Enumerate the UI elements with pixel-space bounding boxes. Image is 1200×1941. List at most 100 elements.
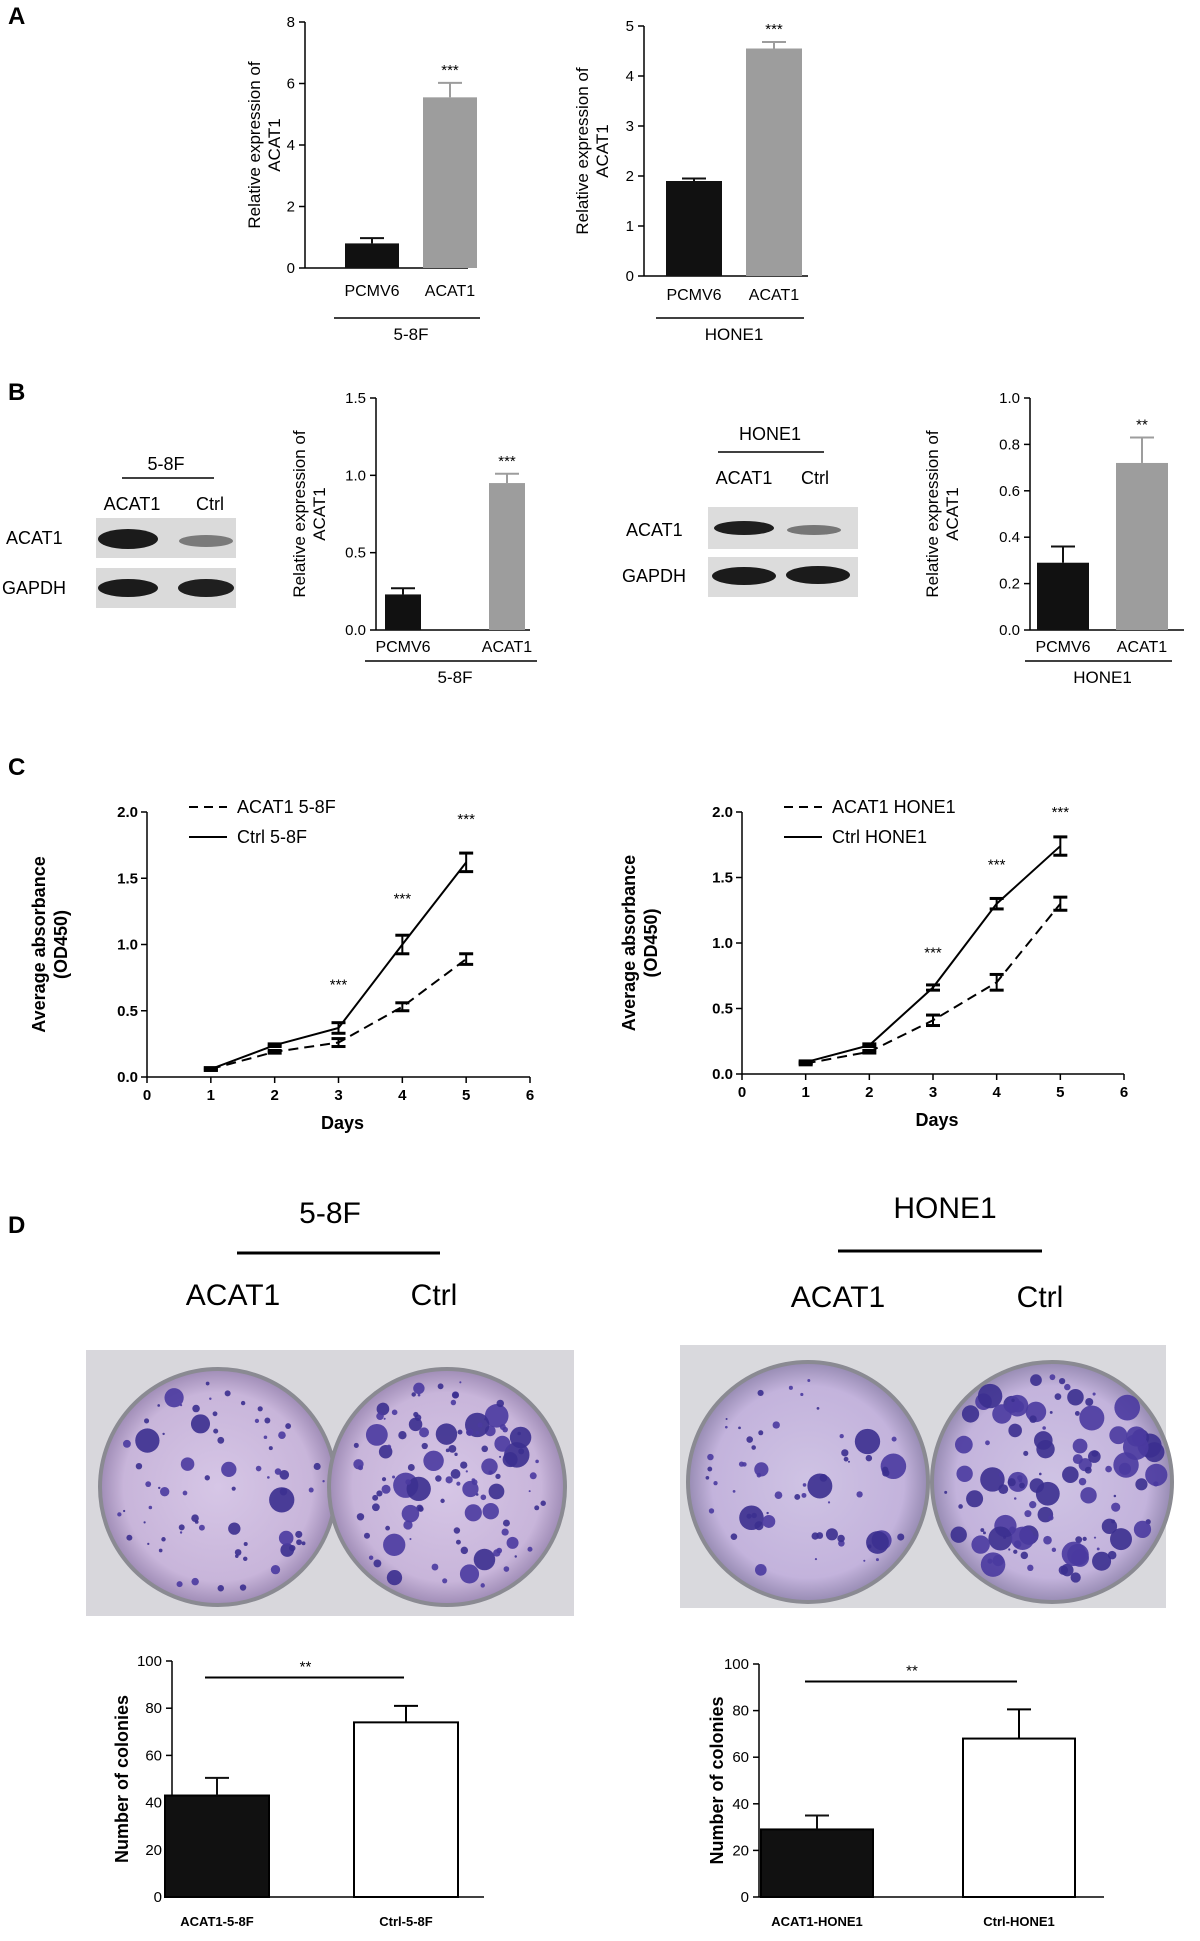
colony — [794, 1493, 801, 1500]
y-axis-title: ACAT1 — [265, 118, 284, 172]
y-tick-label: 20 — [145, 1842, 162, 1859]
culture-dish — [327, 1367, 567, 1607]
colony — [1093, 1536, 1097, 1539]
colony — [368, 1555, 374, 1560]
panel-label-a: A — [8, 3, 25, 30]
colony — [475, 1430, 480, 1435]
colony — [708, 1508, 715, 1514]
colony — [825, 1528, 838, 1541]
colony — [1080, 1487, 1097, 1504]
colony — [1039, 1472, 1042, 1476]
category-label: ACAT1 — [749, 287, 799, 304]
blot-band — [98, 579, 158, 597]
colony — [1114, 1394, 1141, 1421]
colony — [504, 1442, 530, 1468]
blot-band — [712, 567, 776, 585]
y-tick-label: 1.0 — [345, 467, 366, 484]
colony — [501, 1528, 509, 1536]
colony — [732, 1489, 736, 1493]
colony — [243, 1556, 248, 1562]
significance-label: *** — [498, 453, 516, 470]
colony — [1023, 1450, 1029, 1456]
colony — [386, 1444, 392, 1450]
colony — [267, 1476, 270, 1479]
colony — [839, 1433, 844, 1439]
blot-cell-label: 5-8F — [147, 454, 184, 474]
y-tick-label: 2 — [626, 168, 634, 185]
colony — [383, 1417, 386, 1420]
colony — [1011, 1398, 1015, 1403]
colony — [417, 1393, 421, 1397]
blot-band — [178, 579, 234, 597]
colony — [135, 1462, 143, 1470]
colony — [381, 1477, 387, 1482]
colony — [1019, 1482, 1025, 1489]
category-label: ACAT1-5-8F — [180, 1914, 253, 1929]
colony — [1096, 1547, 1100, 1551]
x-tick-label: 1 — [207, 1087, 215, 1104]
colony — [827, 1501, 831, 1504]
y-tick-label: 0.0 — [999, 622, 1020, 639]
colony — [409, 1538, 412, 1541]
colony — [408, 1417, 423, 1432]
colony — [484, 1404, 509, 1428]
colony — [278, 1431, 286, 1440]
colony — [391, 1409, 398, 1416]
colony — [209, 1397, 212, 1401]
significance-label: *** — [765, 21, 783, 38]
colony — [966, 1490, 984, 1508]
colony — [529, 1472, 537, 1480]
y-tick-label: 20 — [732, 1842, 749, 1859]
panel-label-d: D — [8, 1212, 25, 1239]
colony — [308, 1487, 314, 1493]
chart-c-hone1: 0.0 0.5 1.0 1.5 2.0 0 1 2 3 4 5 6 ACAT1 HONE1 Ctrl HO… — [619, 797, 1128, 1130]
colony — [1054, 1393, 1062, 1400]
colony — [1012, 1400, 1025, 1413]
colony — [488, 1470, 493, 1475]
colony — [205, 1381, 210, 1386]
colony — [450, 1399, 457, 1406]
colony — [148, 1505, 153, 1510]
x-axis-title: Days — [321, 1113, 364, 1133]
bar — [1116, 462, 1168, 630]
blot-band — [98, 529, 158, 549]
blot-band — [714, 521, 774, 535]
colony — [363, 1532, 371, 1539]
colony — [746, 1436, 753, 1443]
colony — [514, 1555, 517, 1558]
culture-dish — [686, 1360, 930, 1604]
chart-c-5-8f: 0.0 0.5 1.0 1.5 2.0 0 1 2 3 4 5 6 ACAT1 5-8F Ctrl 5-8… — [29, 797, 534, 1133]
significance-label: *** — [457, 811, 475, 828]
y-tick-label: 0.4 — [999, 529, 1020, 546]
colony — [1048, 1515, 1054, 1521]
colony — [1008, 1548, 1011, 1551]
y-tick-label: 3 — [626, 118, 634, 135]
colony — [535, 1459, 539, 1464]
dish-label: ACAT1 — [791, 1281, 885, 1314]
colony — [365, 1423, 388, 1446]
y-axis-title: Relative expression of — [573, 67, 592, 235]
colony — [527, 1546, 533, 1552]
colony — [816, 1532, 824, 1539]
colony — [1153, 1481, 1159, 1487]
chart-a-hone1: 0 1 2 3 4 5 PCMV6 ACAT1 *** HONE1 Relative express… — [573, 18, 808, 344]
significance-label: *** — [330, 977, 348, 994]
colony — [455, 1539, 461, 1545]
blot-band — [787, 525, 841, 535]
colony — [738, 1426, 741, 1430]
colony — [178, 1524, 185, 1531]
colony — [1029, 1501, 1037, 1509]
y-axis-title: (OD450) — [51, 910, 71, 979]
chart-d-hone1: 0 20 40 60 80 100 ACAT1-HONE1 Ctrl-HONE1 ** Numbe… — [707, 1656, 1104, 1929]
blot-band — [179, 535, 233, 547]
colony — [705, 1475, 710, 1480]
colony — [117, 1512, 122, 1517]
colony — [847, 1460, 851, 1463]
colony — [875, 1558, 879, 1562]
colony — [1060, 1563, 1074, 1577]
colony — [372, 1503, 380, 1512]
bar — [423, 97, 477, 269]
colony — [231, 1486, 236, 1491]
colony — [376, 1412, 384, 1421]
